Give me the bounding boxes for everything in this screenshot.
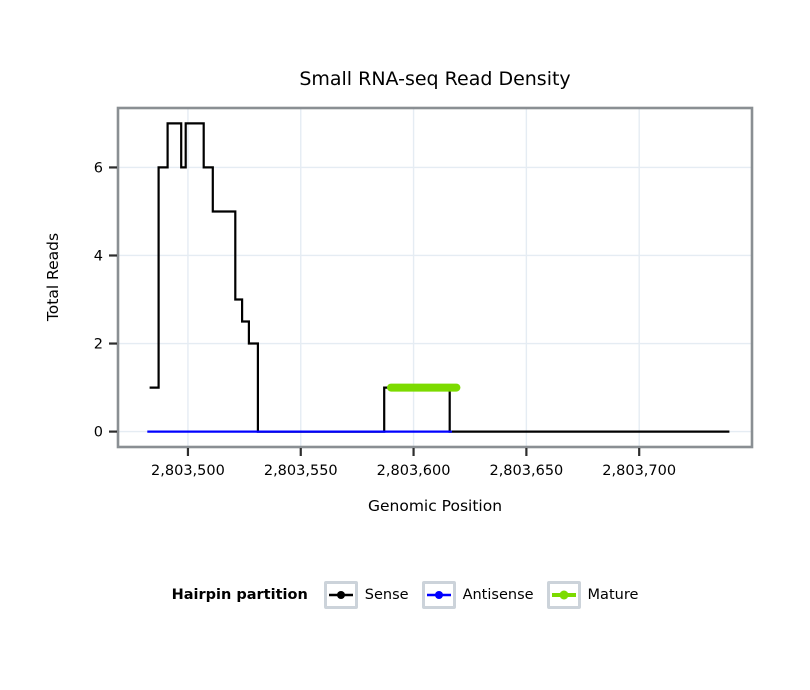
legend: Hairpin partition Sense Antisense — [0, 581, 810, 609]
chart-plot-area: 2,803,500 2,803,550 2,803,600 2,803,650 2,80… — [94, 106, 754, 479]
legend-label-mature: Mature — [587, 587, 639, 603]
sense-line-glyph — [328, 591, 353, 599]
x-tick-label: 2,803,600 — [377, 463, 451, 479]
antisense-line-key-icon — [421, 581, 456, 609]
legend-item-antisense: Antisense — [421, 581, 534, 609]
x-tick-label: 2,803,550 — [264, 463, 338, 479]
legend-label-sense: Sense — [364, 587, 409, 603]
mature-line-key-icon — [546, 581, 581, 609]
mature-line-glyph — [551, 590, 576, 600]
y-tick-label: 4 — [94, 248, 103, 264]
chart-title: Small RNA-seq Read Density — [299, 68, 571, 90]
y-tick-label: 2 — [94, 337, 103, 353]
legend-title: Hairpin partition — [171, 587, 308, 603]
sense-line-key-icon — [323, 581, 358, 609]
plot-border — [116, 106, 754, 449]
x-tick-label: 2,803,500 — [151, 463, 225, 479]
y-tick-label: 0 — [94, 425, 103, 441]
x-axis-label: Genomic Position — [367, 497, 503, 515]
legend-item-mature: Mature — [546, 581, 639, 609]
y-axis-label: Total Reads — [44, 232, 62, 322]
x-tick-label: 2,803,650 — [489, 463, 563, 479]
antisense-line-glyph — [426, 591, 451, 599]
x-tick-label: 2,803,700 — [602, 463, 676, 479]
legend-item-sense: Sense — [323, 581, 409, 609]
y-tick-label: 6 — [94, 160, 103, 176]
legend-label-antisense: Antisense — [462, 587, 534, 603]
